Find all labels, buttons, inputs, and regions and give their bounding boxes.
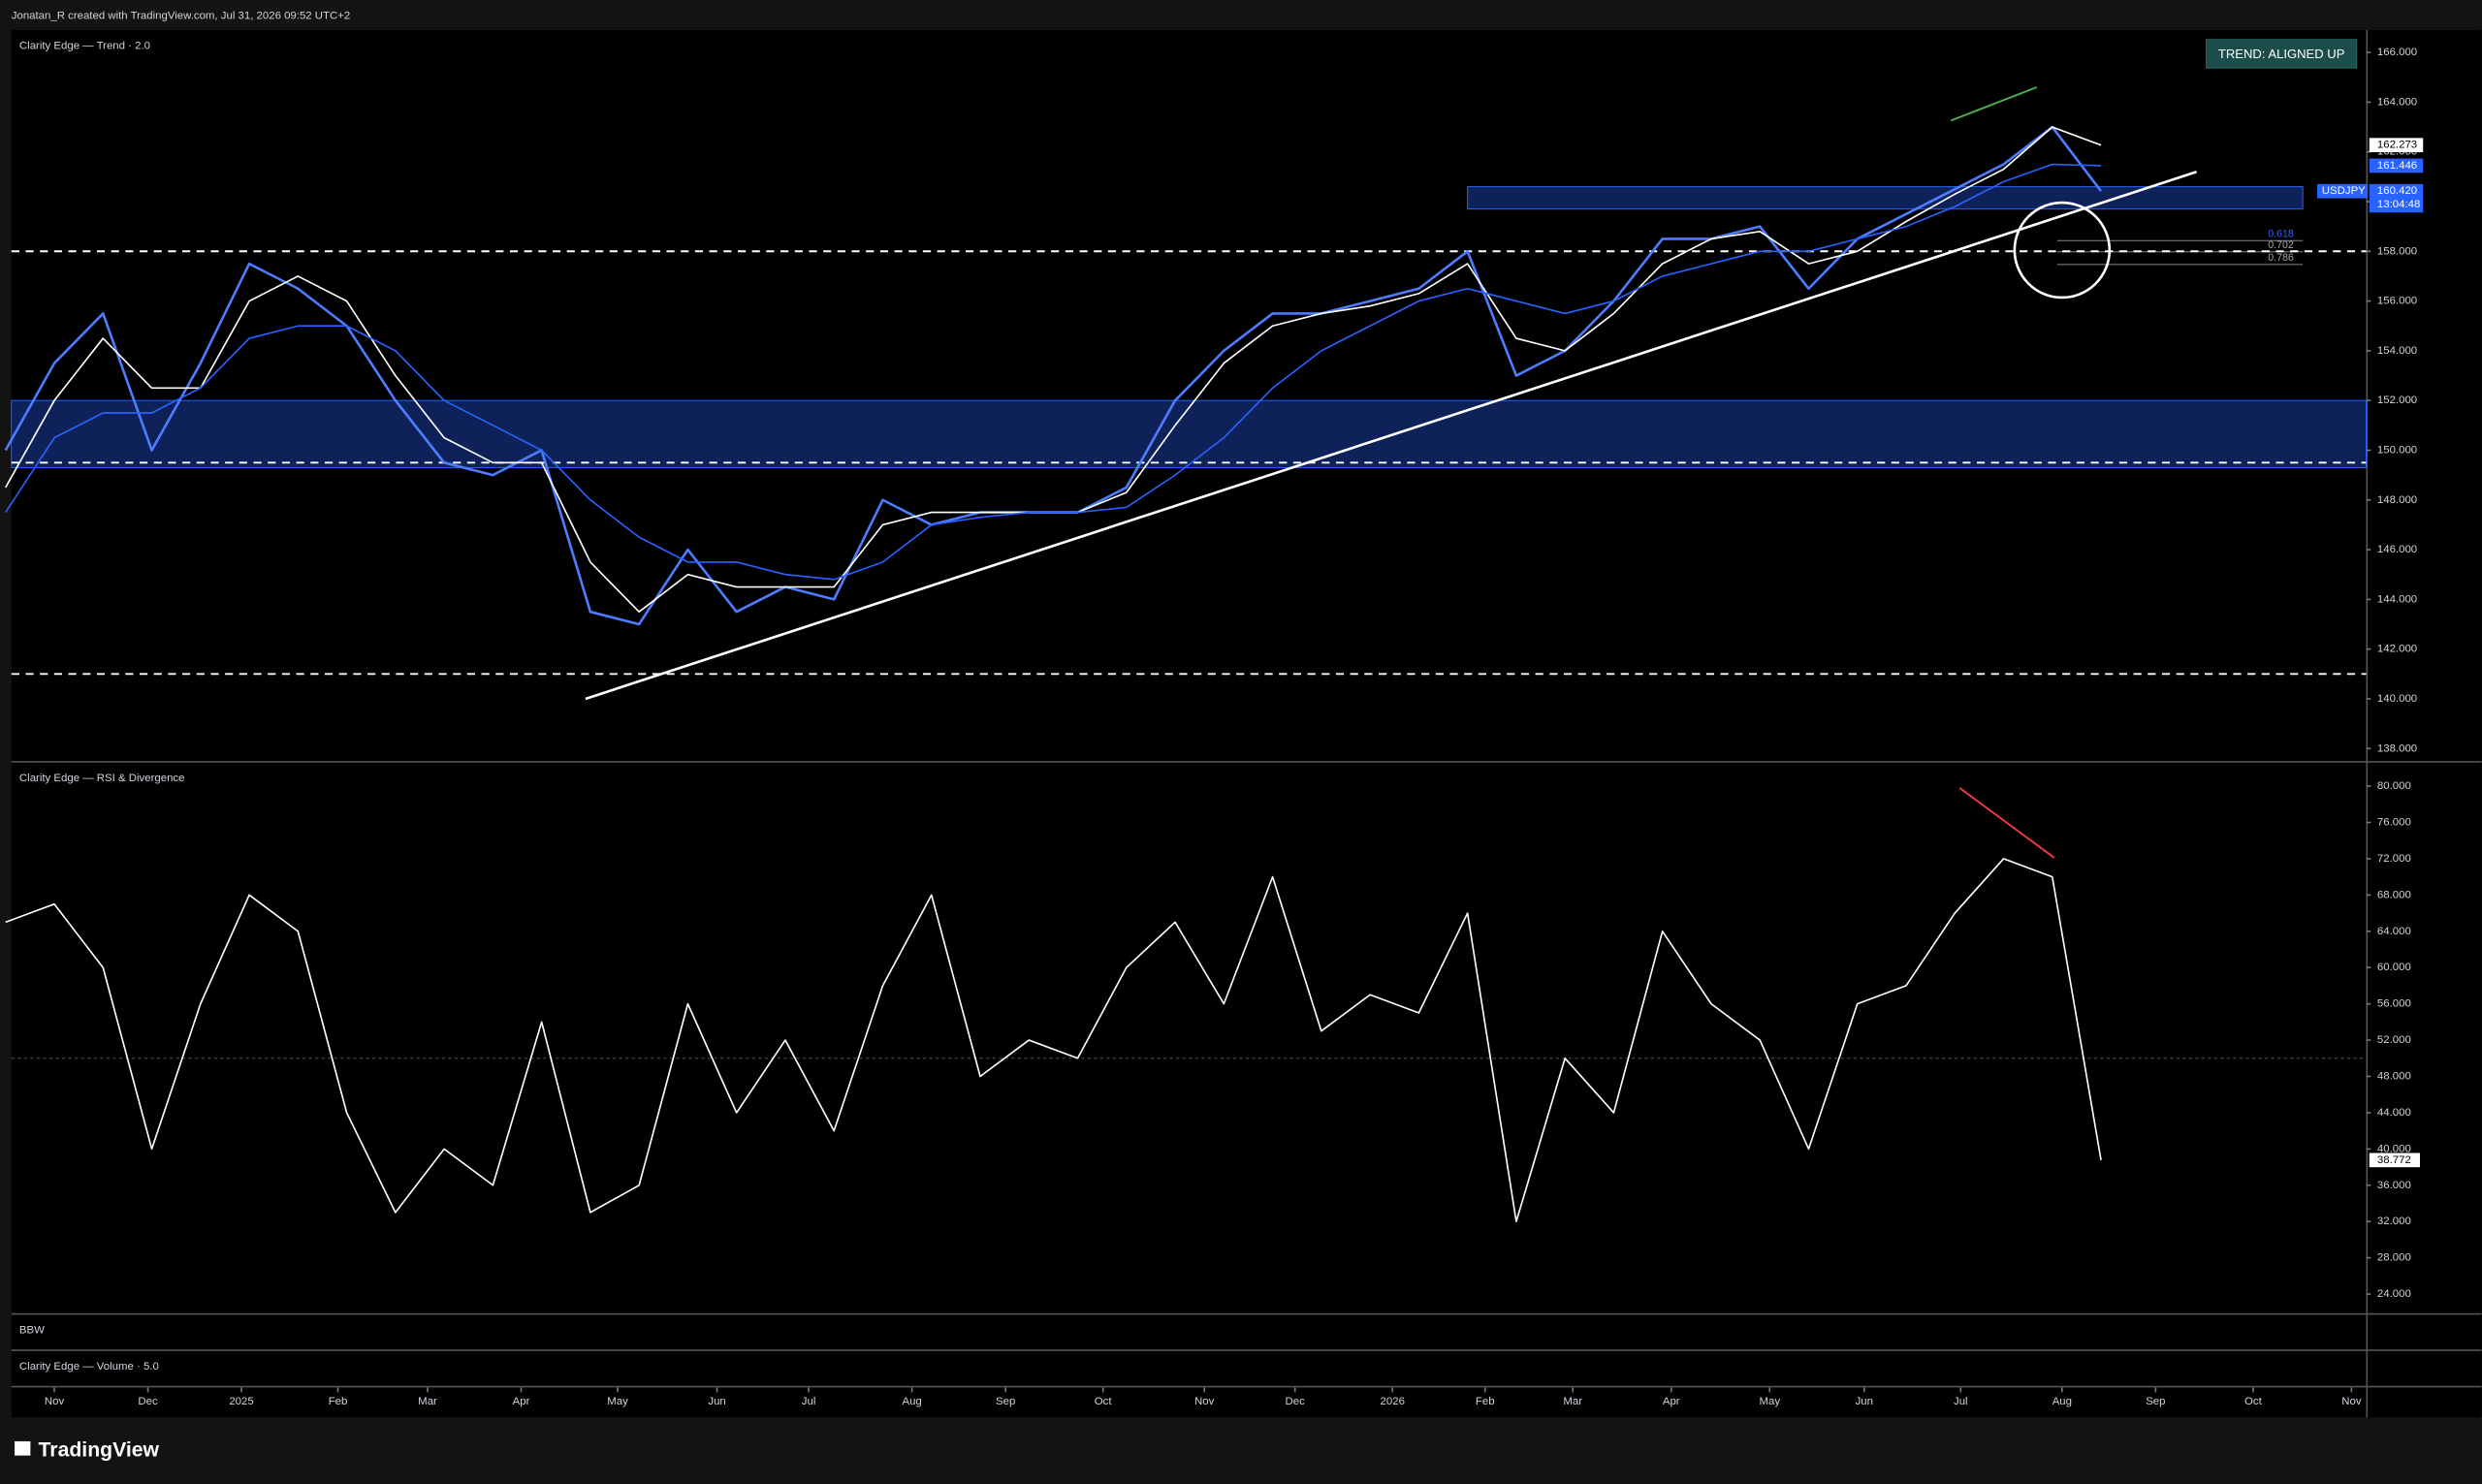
y-tick-label: 140.000 bbox=[2377, 693, 2417, 705]
y-tick-label: 40.000 bbox=[2377, 1143, 2411, 1154]
x-tick-label: Jul bbox=[802, 1396, 816, 1407]
x-tick-label: Sep bbox=[2146, 1396, 2165, 1407]
header-text: Jonatan_R created with TradingView.com, … bbox=[12, 10, 350, 21]
y-tick-label: 52.000 bbox=[2377, 1034, 2411, 1046]
trend-badge bbox=[2206, 39, 2358, 69]
value-tag bbox=[2369, 1152, 2420, 1168]
x-tick-label: Mar bbox=[1563, 1396, 1582, 1407]
x-tick-label: Aug bbox=[902, 1396, 921, 1407]
x-tick-label: Jun bbox=[1856, 1396, 1873, 1407]
x-tick-label: Dec bbox=[1286, 1396, 1306, 1407]
highlight-circle bbox=[2013, 201, 2112, 300]
x-tick-label: 2026 bbox=[1381, 1396, 1405, 1407]
y-tick-label: 80.000 bbox=[2377, 780, 2411, 792]
fib-label: 0.702 bbox=[2268, 239, 2294, 251]
x-tick-label: Jul bbox=[1954, 1396, 1968, 1407]
price-axis bbox=[2366, 30, 2482, 1418]
x-tick-label: Nov bbox=[45, 1396, 65, 1407]
logo-text: TradingView bbox=[39, 1438, 160, 1461]
y-tick-label: 144.000 bbox=[2377, 593, 2417, 605]
logo: TradingView bbox=[15, 1438, 160, 1461]
price-tag-label: 160.420 bbox=[2377, 185, 2417, 197]
x-tick-label: Feb bbox=[1476, 1396, 1495, 1407]
y-tick-label: 76.000 bbox=[2377, 816, 2411, 828]
symbol-tag bbox=[2316, 183, 2369, 199]
y-tick-label: 28.000 bbox=[2377, 1252, 2411, 1264]
x-tick-label: May bbox=[607, 1396, 628, 1407]
y-tick-label: 24.000 bbox=[2377, 1288, 2411, 1300]
y-tick-label: 64.000 bbox=[2377, 926, 2411, 937]
y-tick-label: 158.000 bbox=[2377, 245, 2417, 257]
value-tag-label: 38.772 bbox=[2377, 1154, 2411, 1166]
x-tick-label: Feb bbox=[329, 1396, 348, 1407]
x-tick-label: Apr bbox=[513, 1396, 530, 1407]
y-tick-label: 152.000 bbox=[2377, 395, 2417, 406]
y-tick-label: 142.000 bbox=[2377, 644, 2417, 655]
plot-area bbox=[11, 30, 2367, 1418]
panel-title: Clarity Edge — Trend · 2.0 bbox=[19, 40, 150, 51]
y-tick-label: 166.000 bbox=[2377, 47, 2417, 58]
fib-label: 0.618 bbox=[2268, 229, 2294, 240]
x-tick-label: Apr bbox=[1663, 1396, 1680, 1407]
x-tick-label: Oct bbox=[1095, 1396, 1113, 1407]
x-tick-label: Sep bbox=[996, 1396, 1015, 1407]
y-tick-label: 154.000 bbox=[2377, 345, 2417, 357]
y-tick-label: 56.000 bbox=[2377, 998, 2411, 1010]
symbol-tag-label: USDJPY bbox=[2322, 185, 2366, 197]
x-tick-label: Nov bbox=[1194, 1396, 1215, 1407]
y-tick-label: 150.000 bbox=[2377, 444, 2417, 456]
y-tick-label: 148.000 bbox=[2377, 494, 2417, 506]
zone bbox=[11, 399, 2367, 468]
y-tick-label: 60.000 bbox=[2377, 962, 2411, 973]
countdown: 13:04:48 bbox=[2377, 199, 2420, 210]
trendline bbox=[585, 170, 2197, 701]
price-tag bbox=[2369, 138, 2424, 153]
y-tick-label: 44.000 bbox=[2377, 1107, 2411, 1119]
trend-badge-text: TREND: ALIGNED UP bbox=[2218, 47, 2345, 61]
x-tick-label: Nov bbox=[2341, 1396, 2362, 1407]
fib-label: 0.786 bbox=[2268, 252, 2294, 264]
x-tick-label: Jun bbox=[708, 1396, 725, 1407]
panel-title: BBW bbox=[19, 1325, 45, 1337]
y-tick-label: 72.000 bbox=[2377, 853, 2411, 865]
logo-icon bbox=[15, 1440, 31, 1456]
x-tick-label: Dec bbox=[138, 1396, 158, 1407]
zone bbox=[1467, 186, 2304, 210]
panel-title: Clarity Edge — RSI & Divergence bbox=[19, 773, 185, 784]
divergence-line bbox=[1958, 787, 2055, 859]
panel-title: Clarity Edge — Volume · 5.0 bbox=[19, 1361, 159, 1373]
x-tick-label: Oct bbox=[2244, 1396, 2263, 1407]
x-tick-label: Mar bbox=[418, 1396, 437, 1407]
x-tick-label: May bbox=[1759, 1396, 1780, 1407]
series-line bbox=[5, 858, 2102, 1223]
y-tick-label: 164.000 bbox=[2377, 96, 2417, 108]
y-tick-label: 156.000 bbox=[2377, 296, 2417, 307]
x-tick-label: 2025 bbox=[229, 1396, 253, 1407]
x-tick-label: Aug bbox=[2052, 1396, 2072, 1407]
divergence-line bbox=[1950, 86, 2038, 122]
price-tag-label: 162.273 bbox=[2377, 140, 2417, 151]
y-tick-label: 48.000 bbox=[2377, 1071, 2411, 1083]
y-tick-label: 32.000 bbox=[2377, 1216, 2411, 1227]
price-tag-label: 161.446 bbox=[2377, 160, 2417, 172]
y-tick-label: 68.000 bbox=[2377, 889, 2411, 900]
series-line bbox=[5, 163, 2102, 581]
y-tick-label: 36.000 bbox=[2377, 1180, 2411, 1191]
y-tick-label: 138.000 bbox=[2377, 742, 2417, 754]
price-tag bbox=[2369, 183, 2424, 213]
price-tag bbox=[2369, 158, 2424, 174]
y-tick-label: 146.000 bbox=[2377, 544, 2417, 555]
